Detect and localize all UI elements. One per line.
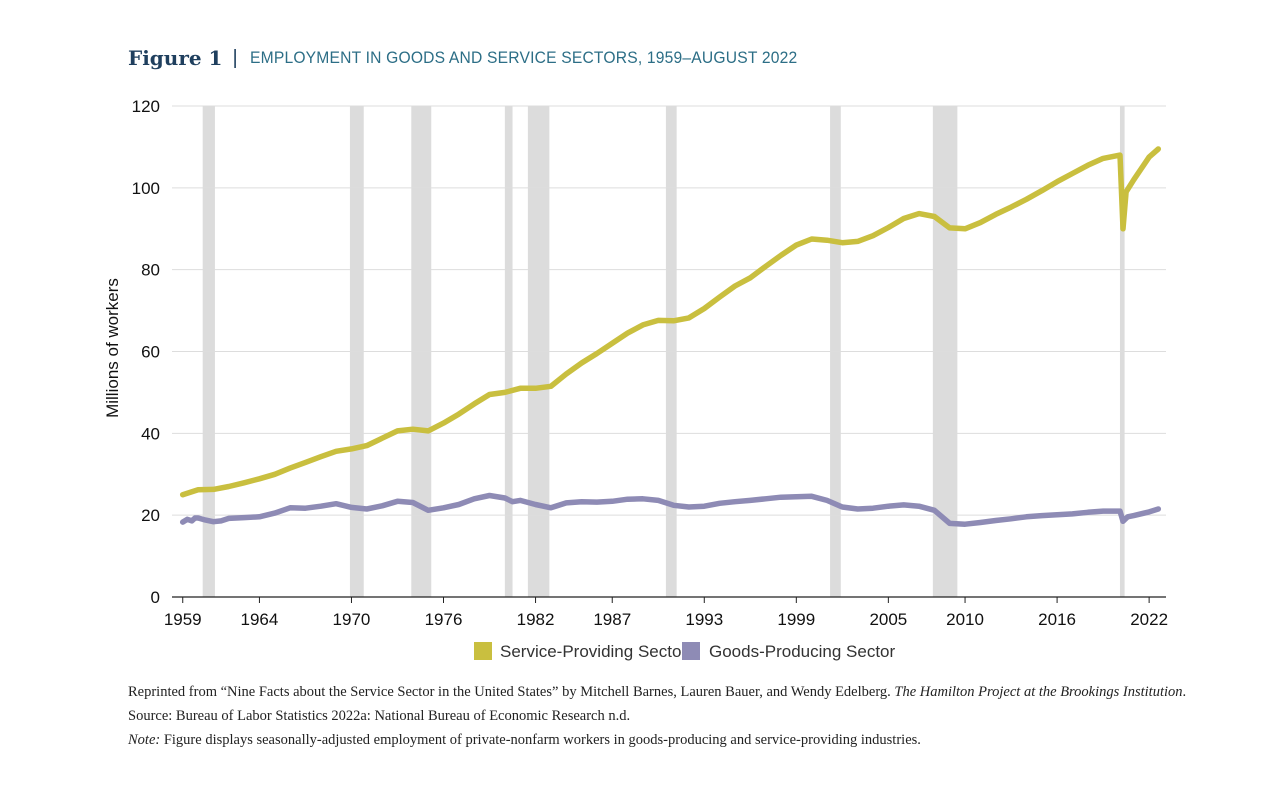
x-tick-label: 2010 — [946, 610, 984, 629]
note-label: Note: — [128, 732, 161, 748]
y-tick-label: 60 — [141, 343, 160, 362]
figure-header: Figure 1 | EMPLOYMENT IN GOODS AND SERVI… — [128, 42, 845, 74]
source-note: Source: Bureau of Labor Statistics 2022a… — [128, 708, 631, 724]
series-lines — [179, 146, 1162, 527]
service-sector-line — [179, 146, 1162, 498]
x-axis-ticks: 1959 1964 1970 1976 1982 1987 1993 1999 2005 2010… — [164, 597, 1168, 629]
reprint-publication: The Hamilton Project at the Brookings In… — [894, 684, 1183, 700]
y-tick-label: 20 — [141, 506, 160, 525]
legend: Service-Providing Sector Goods-Producing… — [474, 642, 895, 661]
x-tick-label: 1999 — [777, 610, 815, 629]
x-tick-label: 1959 — [164, 610, 202, 629]
x-tick-label: 2022 — [1130, 610, 1168, 629]
goods-sector-line — [179, 492, 1162, 527]
reprint-suffix: . — [1182, 684, 1187, 700]
x-tick-label: 2005 — [869, 610, 907, 629]
legend-label-service: Service-Providing Sector — [500, 642, 687, 661]
explanatory-note: Note: Figure displays seasonally-adjuste… — [128, 731, 1208, 750]
header-separator: | — [232, 46, 238, 69]
reprint-note: Reprinted from “Nine Facts about the Ser… — [128, 683, 1208, 702]
y-tick-label: 40 — [141, 424, 160, 443]
x-tick-label: 1982 — [517, 610, 555, 629]
x-tick-label: 1964 — [241, 610, 279, 629]
chart-title: EMPLOYMENT IN GOODS AND SERVICE SECTORS,… — [249, 48, 798, 67]
x-tick-label: 1993 — [685, 610, 723, 629]
y-tick-label: 80 — [141, 261, 160, 280]
x-tick-label: 1976 — [425, 610, 463, 629]
y-tick-label: 120 — [132, 97, 160, 116]
x-tick-label: 1970 — [333, 610, 371, 629]
y-tick-label: 100 — [132, 179, 160, 198]
footnotes: Reprinted from “Nine Facts about the Ser… — [128, 683, 1208, 755]
y-axis-ticks: 0 20 40 60 80 100 120 — [132, 97, 160, 607]
gridlines — [172, 105, 1166, 598]
legend-swatch-goods — [682, 642, 700, 660]
figure-label: Figure 1 — [128, 46, 223, 70]
note-text: Figure displays seasonally-adjusted empl… — [163, 732, 921, 748]
x-tick-label: 2016 — [1038, 610, 1076, 629]
x-tick-label: 1987 — [593, 610, 631, 629]
y-axis-label: Millions of workers — [103, 278, 122, 418]
y-tick-label: 0 — [151, 588, 160, 607]
legend-swatch-service — [474, 642, 492, 660]
reprint-text: Reprinted from “Nine Facts about the Ser… — [128, 684, 891, 700]
legend-label-goods: Goods-Producing Sector — [709, 642, 895, 661]
